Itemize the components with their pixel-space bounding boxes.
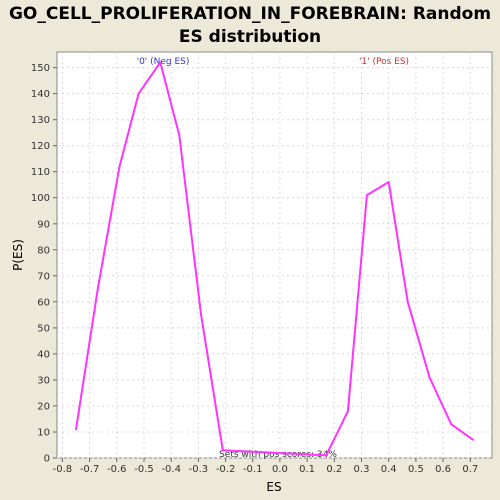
x-tick-label: 0.4 — [381, 464, 397, 475]
x-tick-label: -0.4 — [161, 464, 181, 475]
series-layer — [75, 61, 474, 457]
y-tick-label: 50 — [37, 323, 50, 334]
y-tick-label: 10 — [37, 428, 50, 439]
x-tick-label: -0.1 — [243, 464, 263, 475]
y-tick-label: 90 — [37, 219, 50, 230]
axis-ticks: 0 10 20 30 40 50 60 70 80 90 100 110 120 130 140 150 -0.… — [31, 63, 478, 475]
x-tick-label: -0.2 — [216, 464, 236, 475]
x-tick-label: -0.6 — [107, 464, 127, 475]
x-tick-label: 0.0 — [272, 464, 288, 475]
x-tick-label: 0.3 — [354, 464, 370, 475]
pos-scores-label: Sets with pos scores: 34% — [219, 450, 337, 460]
data-point — [406, 300, 409, 303]
x-tick-label: -0.3 — [189, 464, 209, 475]
data-point — [96, 287, 99, 290]
y-tick-label: 120 — [31, 141, 50, 152]
data-point — [118, 165, 121, 168]
x-tick-label: -0.8 — [53, 464, 73, 475]
data-point — [472, 438, 474, 441]
y-tick-label: 150 — [31, 63, 50, 74]
x-tick-label: 0.5 — [408, 464, 424, 475]
chart-subtitle: ES distribution — [179, 27, 321, 47]
data-point — [428, 376, 431, 379]
y-tick-label: 30 — [37, 375, 50, 386]
data-point — [346, 410, 349, 413]
x-tick-label: 0.1 — [299, 464, 315, 475]
data-point — [159, 61, 162, 64]
pos-es-label: '1' (Pos ES) — [359, 57, 409, 67]
y-tick-label: 0 — [44, 454, 50, 465]
data-point — [137, 92, 140, 95]
data-point — [450, 423, 453, 426]
y-tick-label: 140 — [31, 89, 50, 100]
chart-title: GO_CELL_PROLIFERATION_IN_FOREBRAIN: Rand… — [9, 4, 491, 24]
data-point — [387, 181, 390, 184]
x-tick-label: -0.5 — [134, 464, 154, 475]
plot-area — [56, 51, 493, 459]
y-tick-label: 40 — [37, 349, 50, 360]
y-axis-label: P(ES) — [11, 239, 25, 271]
y-tick-label: 130 — [31, 115, 50, 126]
y-tick-label: 100 — [31, 193, 50, 204]
x-tick-label: 0.7 — [462, 464, 478, 475]
data-point — [200, 313, 203, 316]
y-tick-label: 20 — [37, 401, 50, 412]
y-tick-label: 110 — [31, 167, 50, 178]
data-point — [178, 134, 181, 137]
y-tick-label: 70 — [37, 271, 50, 282]
y-tick-label: 80 — [37, 245, 50, 256]
neg-es-label: '0' (Neg ES) — [137, 57, 190, 67]
x-tick-label: 0.2 — [326, 464, 342, 475]
x-axis-label: ES — [266, 480, 281, 494]
data-point — [325, 454, 328, 457]
x-tick-label: 0.6 — [435, 464, 451, 475]
data-point — [365, 194, 368, 197]
series-line — [75, 61, 474, 457]
y-tick-label: 60 — [37, 297, 50, 308]
data-point — [221, 449, 224, 452]
x-tick-label: -0.7 — [80, 464, 100, 475]
data-point — [75, 428, 77, 431]
